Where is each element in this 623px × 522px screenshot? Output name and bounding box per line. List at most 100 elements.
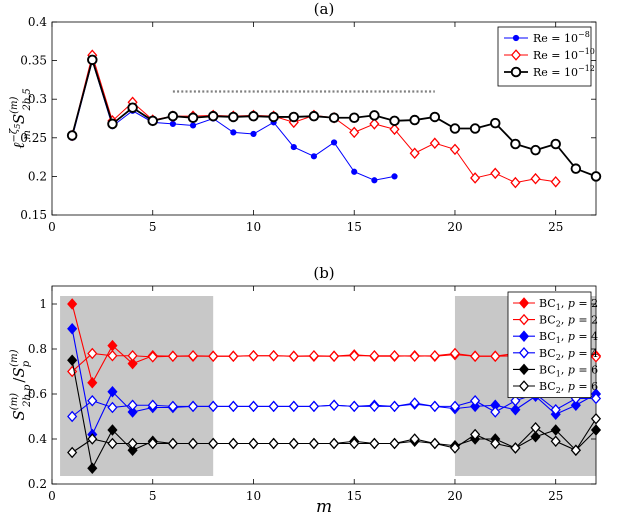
data-point	[167, 350, 178, 362]
text-part: 6	[591, 363, 598, 376]
data-point	[288, 350, 299, 362]
data-point	[147, 437, 158, 450]
data-point	[429, 437, 440, 450]
legend-box	[507, 291, 592, 398]
data-point	[147, 351, 158, 363]
text-part: 4	[591, 347, 598, 360]
text-part: −8	[578, 30, 590, 39]
legend-marker	[518, 313, 530, 326]
legend-marker	[518, 363, 530, 376]
legend-label: BC1, p = 2	[539, 297, 598, 312]
data-point	[371, 177, 378, 184]
data-point	[127, 102, 138, 113]
data-point	[208, 350, 219, 362]
data-point	[67, 298, 78, 310]
data-point	[228, 437, 239, 450]
data-point	[449, 123, 461, 134]
text-part: 2b,p	[22, 384, 33, 408]
data-point	[248, 437, 259, 450]
text-part: (m)	[9, 96, 20, 113]
text-part: 2	[556, 320, 561, 329]
data-point	[107, 401, 118, 414]
data-point	[147, 399, 158, 412]
data-point	[590, 171, 602, 182]
x-tick-label: 15	[347, 220, 362, 234]
legend-marker	[518, 297, 530, 309]
panel-label: (a)	[314, 0, 335, 18]
text-part: BC	[539, 380, 556, 393]
data-point	[230, 129, 237, 136]
data-point	[147, 115, 158, 127]
panel-label: (b)	[313, 264, 334, 282]
data-point	[308, 349, 319, 362]
x-tick-label: 25	[548, 489, 563, 503]
text-part: (m)	[9, 349, 20, 366]
x-tick-label: 25	[548, 220, 563, 234]
data-point	[429, 400, 440, 413]
data-point	[349, 349, 360, 362]
data-point	[369, 349, 380, 362]
data-point	[369, 437, 380, 450]
data-point	[590, 351, 602, 363]
data-point	[449, 347, 461, 360]
data-point	[510, 403, 521, 416]
y-tick-label: 0.15	[20, 208, 47, 222]
text-part: S	[10, 410, 28, 420]
data-point	[127, 444, 138, 457]
data-point	[330, 139, 338, 146]
data-point	[248, 400, 259, 413]
data-point	[87, 394, 98, 407]
data-point	[590, 392, 602, 405]
legend-p-symbol: p	[568, 363, 575, 376]
text-part: −10	[578, 47, 595, 56]
data-point	[409, 114, 420, 126]
text-part: −ζ	[9, 128, 20, 142]
data-point	[389, 349, 400, 362]
axes-box	[51, 285, 597, 485]
legend-p-symbol: p	[568, 314, 575, 327]
data-point	[208, 437, 219, 450]
data-point	[349, 437, 360, 450]
data-point	[590, 412, 602, 425]
data-point	[391, 173, 398, 180]
legend-equals: =	[575, 347, 591, 360]
legend-label: BC2, p = 2	[539, 314, 598, 329]
text-part: 2	[556, 386, 561, 395]
y-axis-label: ℓ−ζ5mS(m) 2b,5	[9, 88, 33, 149]
text-part: 2	[556, 353, 561, 362]
legend-equals: =	[575, 314, 591, 327]
text-part: 1	[556, 369, 561, 378]
data-point	[308, 110, 320, 122]
data-point	[107, 349, 118, 362]
data-point	[449, 400, 461, 413]
y-axis-label: S(m) 2b,p/Sp(m)	[9, 349, 33, 420]
data-point	[268, 349, 279, 362]
panel-b: (b)0 5 10 15 20 250.20.40.60.81S(m) 2b,p/Sp(m)…	[9, 264, 602, 517]
data-point	[208, 400, 219, 413]
text-part: −12	[578, 64, 595, 73]
data-point	[87, 376, 98, 389]
x-tick-label: 10	[246, 220, 261, 234]
data-point	[389, 437, 400, 450]
legend-marker	[518, 347, 530, 359]
x-tick-label: 20	[447, 220, 462, 234]
data-point	[268, 437, 279, 450]
data-point	[127, 357, 138, 370]
text-part: 5	[13, 124, 22, 129]
y-tick-label: 0.2	[28, 477, 47, 491]
text-part: 2b,5	[22, 88, 33, 111]
data-point	[248, 349, 259, 362]
text-part: p	[21, 360, 32, 367]
legend-label: BC2, p = 6	[539, 380, 598, 395]
data-point	[107, 118, 118, 130]
legend-marker	[512, 34, 520, 42]
data-point	[87, 347, 98, 360]
data-point	[167, 437, 178, 450]
data-point	[510, 394, 521, 407]
data-point	[530, 172, 541, 185]
series-bc2-p-6	[67, 412, 602, 459]
data-point	[207, 110, 219, 122]
text-part: BC	[539, 297, 556, 310]
data-point	[409, 147, 420, 160]
